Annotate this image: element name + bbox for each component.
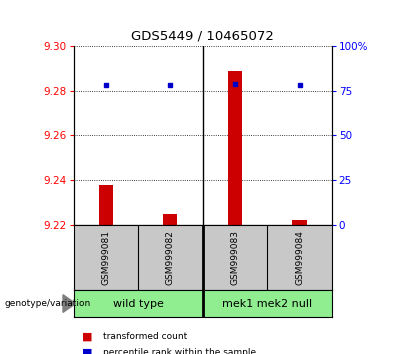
Title: GDS5449 / 10465072: GDS5449 / 10465072 — [131, 29, 274, 42]
Bar — [99, 184, 113, 225]
Text: transformed count: transformed count — [103, 332, 187, 341]
Text: GSM999081: GSM999081 — [101, 230, 110, 285]
Text: genotype/variation: genotype/variation — [4, 299, 90, 308]
Text: ■: ■ — [82, 347, 92, 354]
Text: mek1 mek2 null: mek1 mek2 null — [222, 298, 312, 309]
Bar — [292, 220, 307, 225]
Text: GSM999084: GSM999084 — [295, 230, 304, 285]
Text: wild type: wild type — [113, 298, 163, 309]
Polygon shape — [63, 295, 76, 313]
Text: GSM999082: GSM999082 — [166, 230, 175, 285]
Text: ■: ■ — [82, 331, 92, 341]
Text: percentile rank within the sample: percentile rank within the sample — [103, 348, 256, 354]
Bar — [163, 213, 178, 225]
Bar — [228, 70, 242, 225]
Text: GSM999083: GSM999083 — [231, 230, 239, 285]
